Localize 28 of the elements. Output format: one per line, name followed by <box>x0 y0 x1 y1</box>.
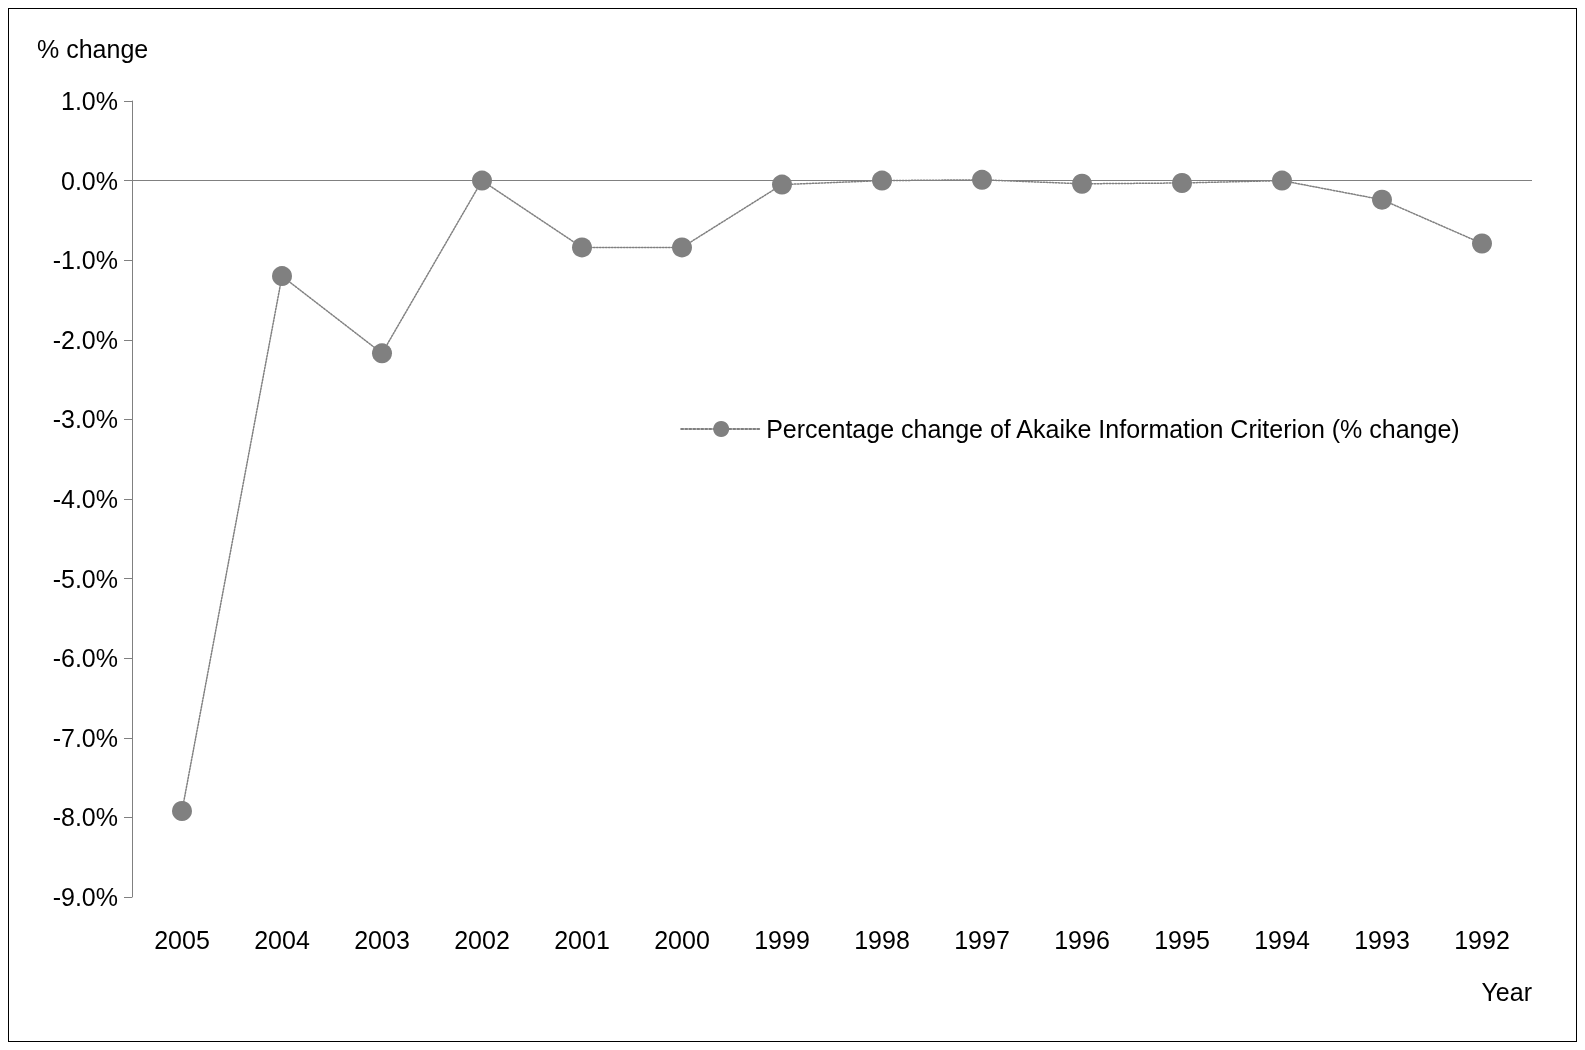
y-tick-label: -3.0% <box>52 405 118 434</box>
x-tick-label: 1993 <box>1354 925 1410 954</box>
x-tick-label: 1996 <box>1054 925 1110 954</box>
y-tick-label: -8.0% <box>52 803 118 832</box>
x-tick-label: 2002 <box>454 925 510 954</box>
x-tick-label: 1995 <box>1154 925 1210 954</box>
y-tick-label: -7.0% <box>52 723 118 752</box>
x-tick-label: 1994 <box>1254 925 1310 954</box>
y-tick-label: -1.0% <box>52 246 118 275</box>
y-axis-title: % change <box>37 34 149 63</box>
x-tick-label: 1997 <box>954 925 1010 954</box>
y-tick-label: -9.0% <box>52 883 118 911</box>
x-tick-label: 2001 <box>554 925 610 954</box>
x-tick-label: 2003 <box>354 925 410 954</box>
x-tick-label: 1992 <box>1454 925 1510 954</box>
y-tick-label: -2.0% <box>52 325 118 354</box>
y-tick-label: 0.0% <box>61 166 118 195</box>
x-tick-label: 1998 <box>854 925 910 954</box>
y-tick-label: 1.0% <box>61 87 118 115</box>
y-tick-label: -5.0% <box>52 564 118 593</box>
x-tick-label: 2005 <box>154 925 210 954</box>
x-tick-label: 2000 <box>654 925 710 954</box>
x-tick-label: 1999 <box>754 925 810 954</box>
y-tick-label: -6.0% <box>52 644 118 673</box>
y-tick-label: -4.0% <box>52 485 118 513</box>
x-axis-title: Year <box>1481 977 1532 1006</box>
x-tick-label: 2004 <box>254 925 310 954</box>
legend-label: Percentage change of Akaike Information Criterion (% change) <box>766 414 1460 443</box>
